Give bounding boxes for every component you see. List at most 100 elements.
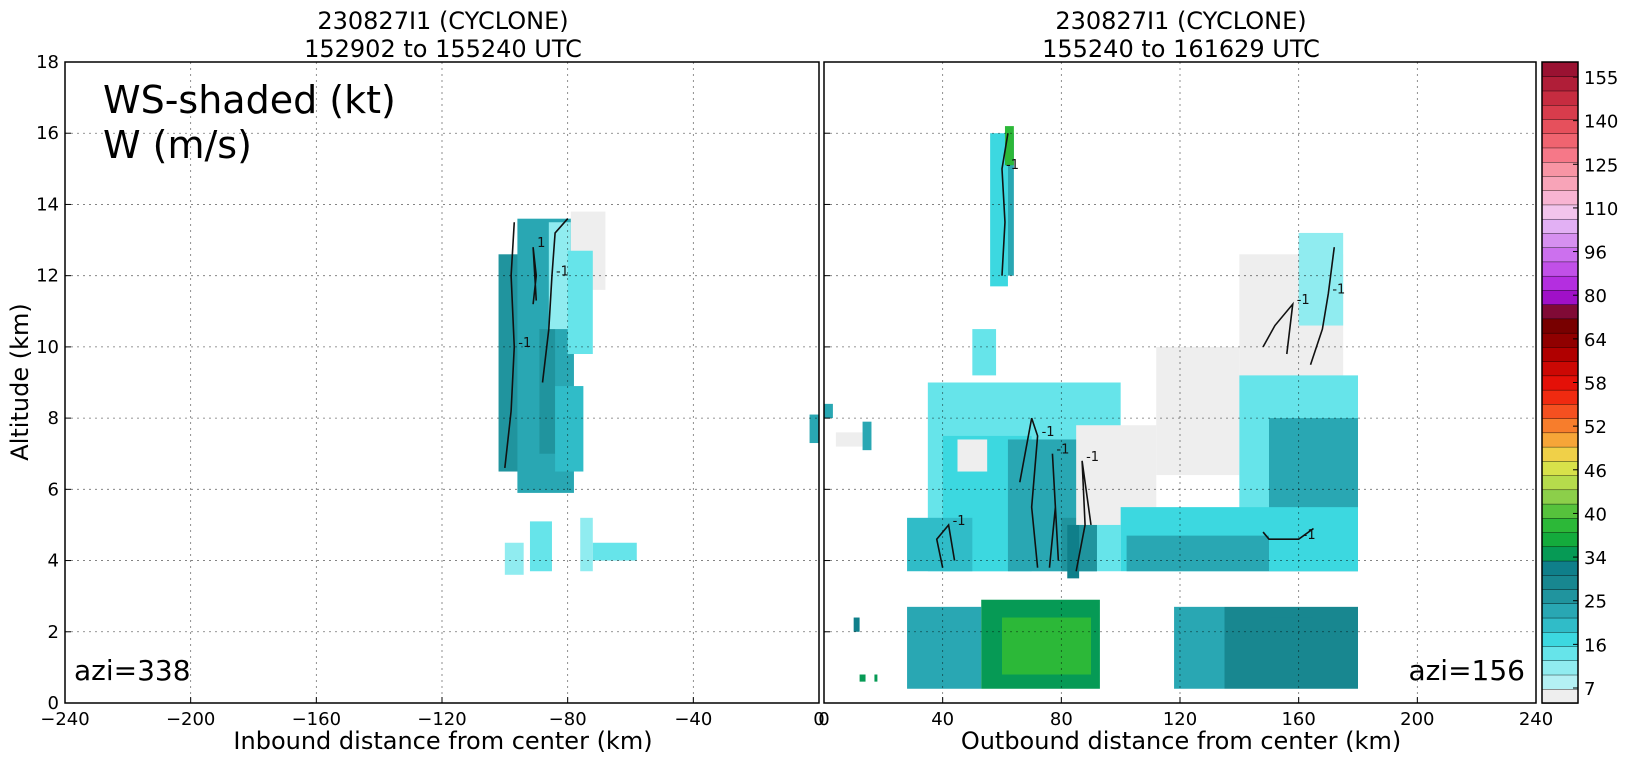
colorbar-tick-label: 46 <box>1584 461 1607 482</box>
w-contour-line <box>935 523 956 568</box>
colorbar-swatch <box>1541 531 1579 548</box>
x-tick-label: −240 <box>40 709 89 730</box>
colorbar-swatch <box>1541 588 1579 604</box>
inbound-ws-field <box>498 211 819 575</box>
ws-cell <box>1067 524 1080 579</box>
w-contour-label: -1 <box>556 265 569 280</box>
w-contour-label: -1 <box>1042 425 1055 440</box>
ws-cell <box>859 674 866 682</box>
colorbar-swatch <box>1541 517 1579 533</box>
colorbar-tick-label: 58 <box>1584 374 1607 395</box>
ws-cell <box>1004 126 1014 166</box>
x-tick-label: 240 <box>1519 709 1553 730</box>
w-contour-label: -1 <box>953 514 966 529</box>
colorbar-swatch <box>1541 389 1579 405</box>
colorbar-tick-label: 16 <box>1584 635 1607 656</box>
x-tick-label: 80 <box>1050 709 1073 730</box>
y-tick-label: 8 <box>48 408 59 429</box>
altitude-y-axis: 0 2 4 6 8 10 12 14 16 18 <box>36 52 71 714</box>
outbound-azimuth-label: azi=156 <box>1408 654 1525 687</box>
colorbar-swatch <box>1541 118 1579 134</box>
inbound-title-line2: 152902 to 155240 UTC <box>304 35 582 63</box>
colorbar-tick-label: 40 <box>1584 504 1607 525</box>
colorbar-swatch <box>1541 289 1579 305</box>
w-contour-label: -1 <box>1303 528 1316 543</box>
colorbar-swatch <box>1541 133 1579 149</box>
ws-cell <box>1298 232 1344 326</box>
colorbar-swatch <box>1541 204 1579 220</box>
colorbar-swatch <box>1541 460 1579 476</box>
colorbar-swatch <box>1541 645 1579 661</box>
colorbar-swatch <box>1541 147 1579 163</box>
w-contour-label: -1 <box>1006 158 1019 173</box>
outbound-ws-field <box>824 126 1358 689</box>
x-tick-label: 0 <box>818 709 829 730</box>
x-tick-label: −200 <box>166 709 215 730</box>
y-tick-label: 6 <box>48 479 59 500</box>
inbound-x-axis-label: Inbound distance from center (km) <box>233 727 652 755</box>
w-contour-line <box>504 222 516 469</box>
ws-cell <box>592 542 637 561</box>
colorbar-swatch <box>1541 90 1579 106</box>
colorbar-tick-label: 96 <box>1584 243 1607 264</box>
colorbar-swatch <box>1541 346 1579 362</box>
colorbar-tick-label: 34 <box>1584 548 1607 569</box>
colorbar-swatch <box>1541 403 1579 419</box>
colorbar-tick-label: 125 <box>1584 155 1618 176</box>
colorbar-swatch <box>1541 218 1579 234</box>
x-tick-label: 0 <box>813 709 824 730</box>
x-tick-label: −120 <box>417 709 466 730</box>
colorbar-swatch <box>1541 617 1579 633</box>
ws-cell <box>907 517 973 572</box>
colorbar-swatch <box>1541 446 1579 462</box>
y-tick-label: 14 <box>36 194 59 215</box>
ws-cell <box>539 329 556 454</box>
colorbar-swatch <box>1541 574 1579 590</box>
ws-cell <box>835 432 863 447</box>
outbound-x-axis-label: Outbound distance from center (km) <box>961 727 1401 755</box>
outbound-x-axis: 0 40 80 120 160 200 240 <box>818 697 1553 730</box>
colorbar-tick-label: 110 <box>1584 199 1618 220</box>
w-annotation: W (m/s) <box>103 123 252 167</box>
outbound-panel: 230827I1 (CYCLONE) 155240 to 161629 UTC … <box>818 7 1553 755</box>
w-contour-label: -1 <box>518 336 531 351</box>
colorbar-swatch <box>1541 261 1579 277</box>
ws-cell <box>1174 606 1225 689</box>
ws-cell <box>1269 617 1314 668</box>
colorbar-swatch <box>1541 232 1579 248</box>
colorbar-ticks: 155 140 125 110 96 80 64 58 52 46 40 34 25 16 7 <box>1573 68 1618 700</box>
ws-cell <box>972 329 997 376</box>
y-tick-label: 10 <box>36 337 59 358</box>
colorbar-swatch <box>1541 546 1579 562</box>
colorbar-swatch <box>1541 375 1579 391</box>
x-tick-label: −160 <box>292 709 341 730</box>
colorbar-swatch <box>1541 332 1579 348</box>
colorbar-tick-label: 155 <box>1584 68 1618 89</box>
x-tick-label: 160 <box>1281 709 1315 730</box>
y-tick-label: 12 <box>36 266 59 287</box>
y-tick-label: 18 <box>36 52 59 73</box>
colorbar-swatch <box>1541 560 1579 576</box>
ws-cell <box>1002 617 1091 675</box>
x-tick-label: −40 <box>674 709 712 730</box>
ws-cell <box>824 403 833 419</box>
ws-cell <box>907 606 982 689</box>
inbound-x-axis: −240 −200 −160 −120 −80 −40 0 <box>40 697 825 730</box>
colorbar-swatch <box>1541 660 1579 676</box>
y-tick-label: 2 <box>48 622 59 643</box>
ws-cell <box>555 386 584 472</box>
inbound-azimuth-label: azi=338 <box>74 654 191 687</box>
w-contour-line <box>1262 527 1314 540</box>
y-tick-label: 0 <box>48 693 59 714</box>
w-contour-label: -1 <box>1056 443 1069 458</box>
colorbar-swatch <box>1541 360 1579 377</box>
colorbar-swatch <box>1541 417 1579 434</box>
colorbar-swatch <box>1541 432 1579 448</box>
outbound-title-line2: 155240 to 161629 UTC <box>1042 35 1320 63</box>
x-tick-label: 120 <box>1163 709 1197 730</box>
inbound-title-line1: 230827I1 (CYCLONE) <box>317 7 568 35</box>
colorbar-swatch <box>1541 161 1579 177</box>
w-contour-line <box>532 247 538 305</box>
colorbar-tick-label: 7 <box>1584 679 1595 700</box>
colorbar-swatches <box>1541 61 1579 704</box>
